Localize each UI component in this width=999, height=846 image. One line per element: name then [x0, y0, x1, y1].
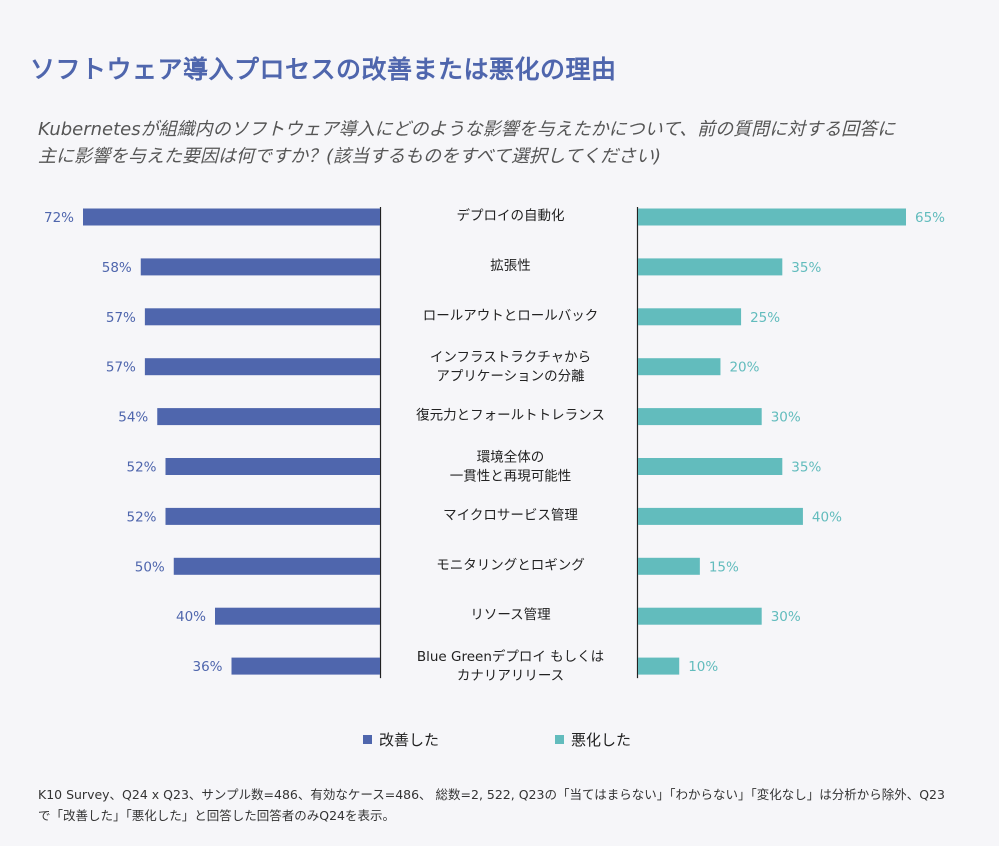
data-label-improved: 52%	[126, 509, 156, 525]
bar-improved	[144, 358, 380, 376]
bar-improved	[140, 258, 380, 276]
category-label-line: 一貫性と再現可能性	[450, 469, 572, 485]
data-label-worsened: 15%	[709, 559, 739, 575]
bar-improved	[144, 308, 380, 326]
data-label-improved: 54%	[118, 410, 148, 426]
chart-subtitle: Kubernetesが組織内のソフトウェア導入にどのような影響を与えたかについて…	[38, 116, 938, 170]
category-label: マイクロサービス管理	[443, 507, 578, 523]
bar-worsened	[638, 208, 906, 226]
footnote-line-1: K10 Survey、Q24 x Q23、サンプル数=486、有効なケース=48…	[38, 787, 945, 802]
bar-worsened	[638, 258, 783, 276]
data-label-improved: 72%	[44, 210, 74, 226]
data-label-worsened: 10%	[688, 659, 718, 675]
data-label-worsened: 35%	[791, 460, 821, 476]
category-label: ロールアウトとロールバック	[423, 308, 599, 324]
data-label-worsened: 40%	[812, 509, 842, 525]
data-label-improved: 40%	[176, 609, 206, 625]
data-label-improved: 57%	[106, 310, 136, 326]
category-label: 拡張性	[490, 258, 531, 274]
bar-improved	[165, 507, 380, 525]
category-label: モニタリングとロギング	[436, 557, 585, 573]
data-label-improved: 52%	[126, 460, 156, 476]
legend-item-improved: 改善した	[363, 729, 439, 750]
category-label: 復元力とフォールトトレランス	[416, 407, 605, 424]
category-label-line: Blue Greenデプロイ もしくは	[417, 648, 604, 665]
data-label-worsened: 25%	[750, 310, 780, 326]
legend-swatch-improved	[363, 735, 372, 744]
legend-swatch-worsened	[555, 735, 564, 744]
data-label-improved: 36%	[192, 659, 222, 675]
data-label-improved: 57%	[106, 360, 136, 376]
bar-worsened	[638, 607, 762, 625]
bar-worsened	[638, 557, 700, 575]
legend-label-worsened: 悪化した	[571, 731, 632, 749]
bar-worsened	[638, 358, 721, 376]
bar-worsened	[638, 507, 803, 525]
bar-improved	[157, 408, 380, 426]
category-label-line: 環境全体の	[477, 449, 545, 466]
bar-worsened	[638, 657, 680, 675]
legend-label-improved: 改善した	[379, 731, 440, 749]
bar-worsened	[638, 458, 783, 475]
footnote-line-2: で「改善した」「悪化した」と回答した回答者のみQ24を表示。	[38, 808, 395, 823]
data-label-worsened: 35%	[791, 260, 821, 276]
data-label-worsened: 30%	[771, 410, 801, 426]
data-label-improved: 58%	[102, 260, 132, 276]
bar-improved	[215, 607, 380, 625]
category-label: Blue Greenデプロイ もしくはカナリアリリース	[417, 648, 604, 684]
bar-improved	[83, 208, 380, 226]
bar-improved	[165, 458, 380, 475]
data-label-worsened: 65%	[915, 210, 945, 226]
data-label-improved: 50%	[135, 559, 165, 575]
footnote: K10 Survey、Q24 x Q23、サンプル数=486、有効なケース=48…	[38, 784, 968, 826]
category-label-line: アプリケーションの分離	[436, 369, 584, 385]
bar-improved	[173, 557, 380, 575]
legend-item-worsened: 悪化した	[555, 729, 631, 750]
bar-improved	[231, 657, 380, 675]
category-label-line: インフラストラクチャから	[430, 350, 591, 366]
subtitle-line-1: Kubernetesが組織内のソフトウェア導入にどのような影響を与えたかについて…	[38, 119, 896, 140]
category-label: 環境全体の一貫性と再現可能性	[450, 449, 572, 485]
page-title: ソフトウェア導入プロセスの改善または悪化の理由	[30, 55, 617, 84]
category-label: インフラストラクチャからアプリケーションの分離	[430, 350, 591, 385]
data-label-worsened: 20%	[729, 360, 759, 376]
bar-worsened	[638, 308, 742, 326]
category-label-line: カナリアリリース	[457, 668, 564, 684]
data-label-worsened: 30%	[771, 609, 801, 625]
subtitle-line-2: 主に影響を与えた要因は何ですか？(該当するものをすべて選択してください)	[38, 146, 661, 167]
category-label: リソース管理	[470, 607, 551, 623]
category-label: デプロイの自動化	[457, 207, 565, 224]
bar-worsened	[638, 408, 762, 426]
butterfly-bar-chart: 72% 65% デプロイの自動化 58% 35% 拡張性 57% 25% ロールアウトとロールバ…	[44, 207, 945, 684]
